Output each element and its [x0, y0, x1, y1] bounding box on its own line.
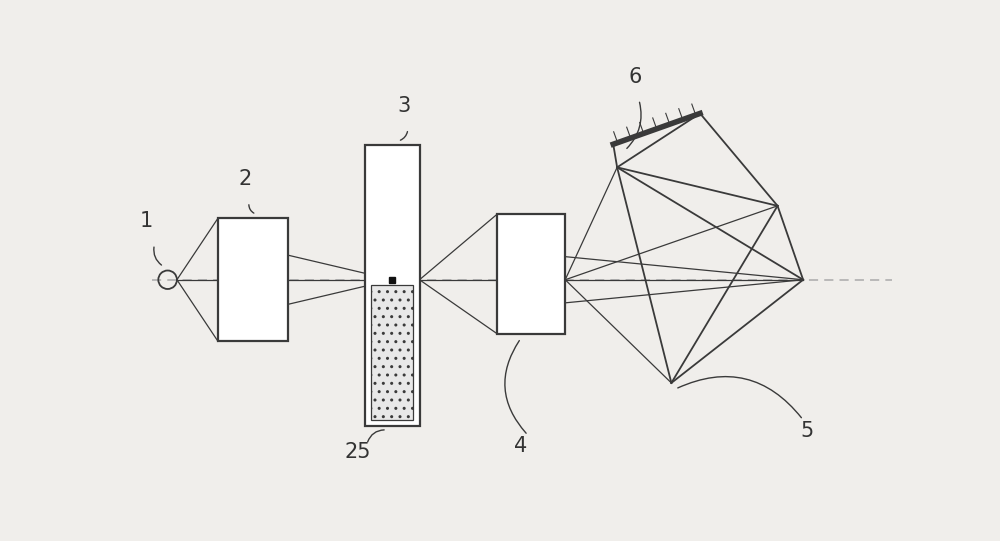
Text: 25: 25	[344, 443, 371, 463]
Text: 5: 5	[800, 421, 814, 441]
Bar	[371, 285, 413, 420]
Text: 6: 6	[628, 67, 642, 87]
Text: 2: 2	[239, 169, 252, 189]
Bar	[497, 214, 565, 334]
Bar	[218, 218, 288, 341]
Text: 4: 4	[514, 436, 527, 456]
Bar	[365, 145, 420, 426]
Text: 1: 1	[140, 212, 153, 232]
Text: 3: 3	[397, 96, 411, 116]
